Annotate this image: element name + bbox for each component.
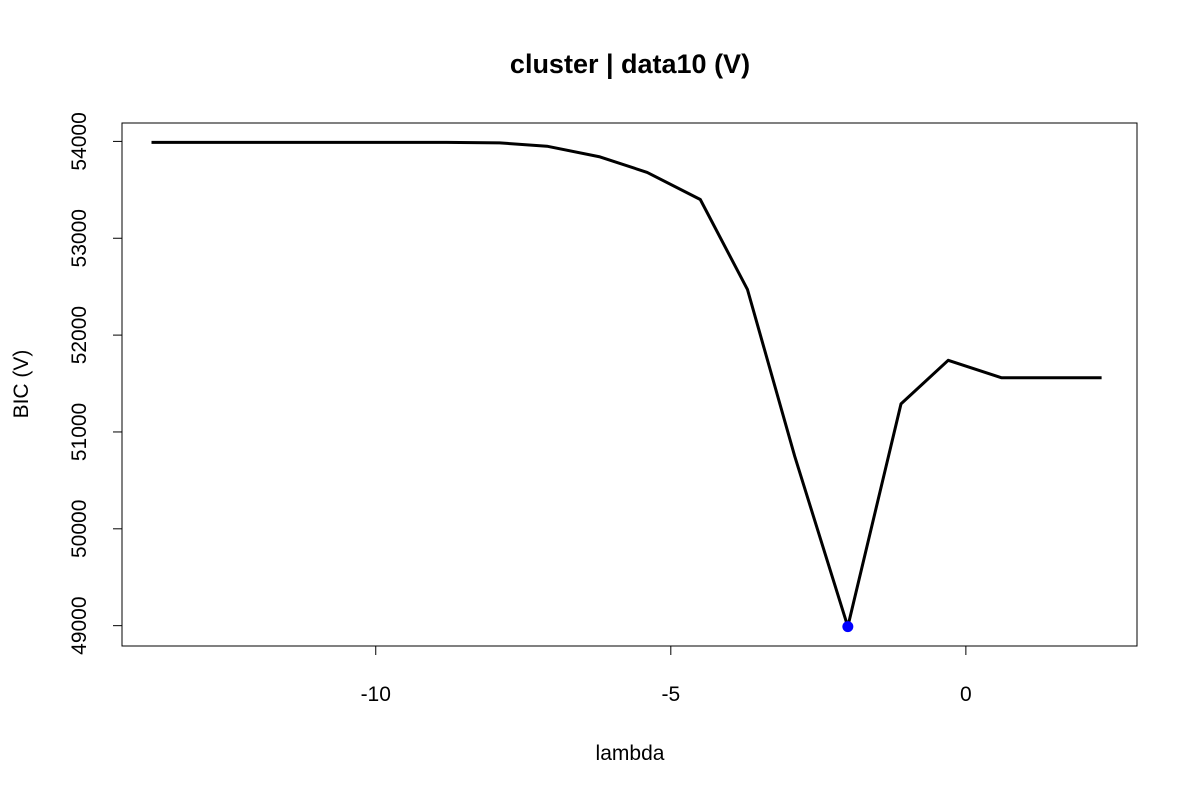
y-axis-label: BIC (V) xyxy=(10,350,33,419)
bic-series-line xyxy=(151,140,1102,629)
y-tick-label: 53000 xyxy=(68,209,91,267)
chart-title: cluster | data10 (V) xyxy=(510,49,750,79)
plot-frame xyxy=(121,122,1138,647)
y-tick-label: 50000 xyxy=(68,500,91,558)
x-tick-label: -5 xyxy=(661,683,680,706)
x-tick-label: -10 xyxy=(361,683,391,706)
y-tick-label: 52000 xyxy=(68,306,91,364)
y-axis: 49000 50000 51000 52000 53000 54000 xyxy=(68,112,122,655)
minimum-point-marker xyxy=(842,621,854,633)
y-tick-label: 54000 xyxy=(68,112,91,170)
x-tick-label: 0 xyxy=(960,683,972,706)
x-axis: -10 -5 0 xyxy=(361,646,972,706)
x-axis-label: lambda xyxy=(596,742,665,765)
y-tick-label: 51000 xyxy=(68,403,91,461)
series-layer xyxy=(151,140,1102,633)
y-tick-label: 49000 xyxy=(68,596,91,654)
